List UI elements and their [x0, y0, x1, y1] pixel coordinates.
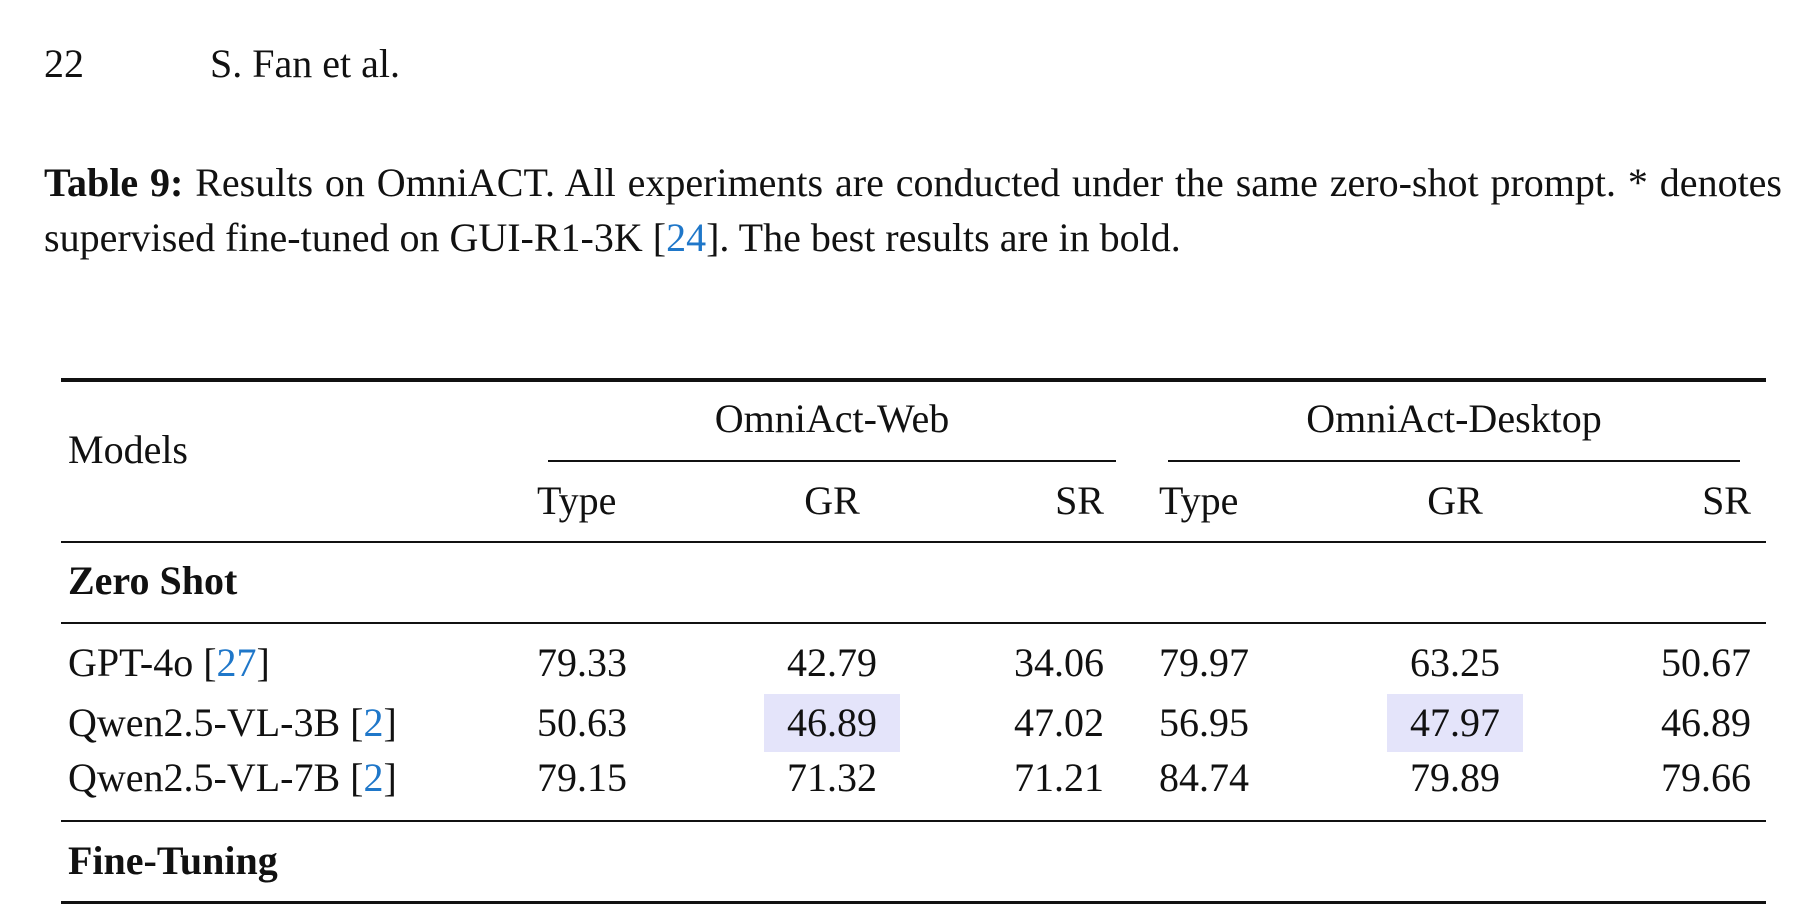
cell-value: 79.15 [537, 755, 627, 800]
section-title: Fine-Tuning [68, 838, 278, 883]
model-text: ] [383, 700, 397, 745]
model-name: Qwen2.5-VL-3B [2] [68, 699, 397, 747]
citation[interactable]: 24 [666, 215, 707, 260]
rule [1168, 460, 1740, 462]
cell-value: 34.06 [1014, 640, 1104, 685]
column-header: GR [804, 478, 860, 523]
cell-value: 84.74 [1159, 755, 1249, 800]
rule [61, 622, 1766, 624]
citation[interactable]: 2 [363, 755, 384, 800]
cell-value: 46.89 [1661, 700, 1751, 745]
group-header: OmniAct-Desktop [1306, 396, 1602, 441]
section-title: Zero Shot [68, 558, 238, 603]
cell-highlight [764, 694, 900, 752]
column-header: Type [537, 478, 617, 523]
model-text: GPT-4o [ [68, 640, 217, 685]
caption-text: Results on OmniACT. All experiments are … [44, 160, 1782, 260]
model-name: GPT-4o [27] [68, 639, 270, 687]
rule [548, 460, 1116, 462]
cell-value: 42.79 [787, 640, 877, 685]
citation[interactable]: 2 [363, 700, 384, 745]
cell-value: 79.89 [1410, 755, 1500, 800]
column-header: Models [68, 427, 188, 472]
cell-value: 79.33 [537, 640, 627, 685]
cell-highlight [1387, 694, 1523, 752]
column-header: Type [1159, 478, 1239, 523]
cell-value: 47.02 [1014, 700, 1104, 745]
model-name: Qwen2.5-VL-7B [2] [68, 754, 397, 802]
column-header: SR [1055, 478, 1104, 523]
rule [61, 901, 1766, 903]
model-text: ] [383, 755, 397, 800]
cell-value: 71.32 [787, 755, 877, 800]
caption-label: Table 9: [44, 160, 184, 205]
cell-value: 50.63 [537, 700, 627, 745]
rule [61, 820, 1766, 822]
citation[interactable]: 27 [216, 640, 257, 685]
caption-text: ]. The best results are in bold. [706, 215, 1181, 260]
rule [61, 902, 1766, 904]
column-header: SR [1702, 478, 1751, 523]
page-number: 22 [44, 41, 84, 86]
cell-value: 71.21 [1014, 755, 1104, 800]
table-caption: Table 9: Results on OmniACT. All experim… [44, 155, 1782, 265]
cell-value: 47.97 [1410, 700, 1500, 745]
column-header: GR [1427, 478, 1483, 523]
group-header: OmniAct-Web [714, 396, 950, 441]
model-text: Qwen2.5-VL-7B [ [68, 755, 364, 800]
cell-value: 63.25 [1410, 640, 1500, 685]
cell-value: 56.95 [1159, 700, 1249, 745]
cell-value: 79.97 [1159, 640, 1249, 685]
rule [61, 541, 1766, 543]
model-text: ] [256, 640, 270, 685]
running-authors: S. Fan et al. [210, 41, 400, 86]
cell-value: 79.66 [1661, 755, 1751, 800]
cell-value: 46.89 [787, 700, 877, 745]
model-text: Qwen2.5-VL-3B [ [68, 700, 364, 745]
rule [61, 378, 1766, 382]
cell-value: 50.67 [1661, 640, 1751, 685]
